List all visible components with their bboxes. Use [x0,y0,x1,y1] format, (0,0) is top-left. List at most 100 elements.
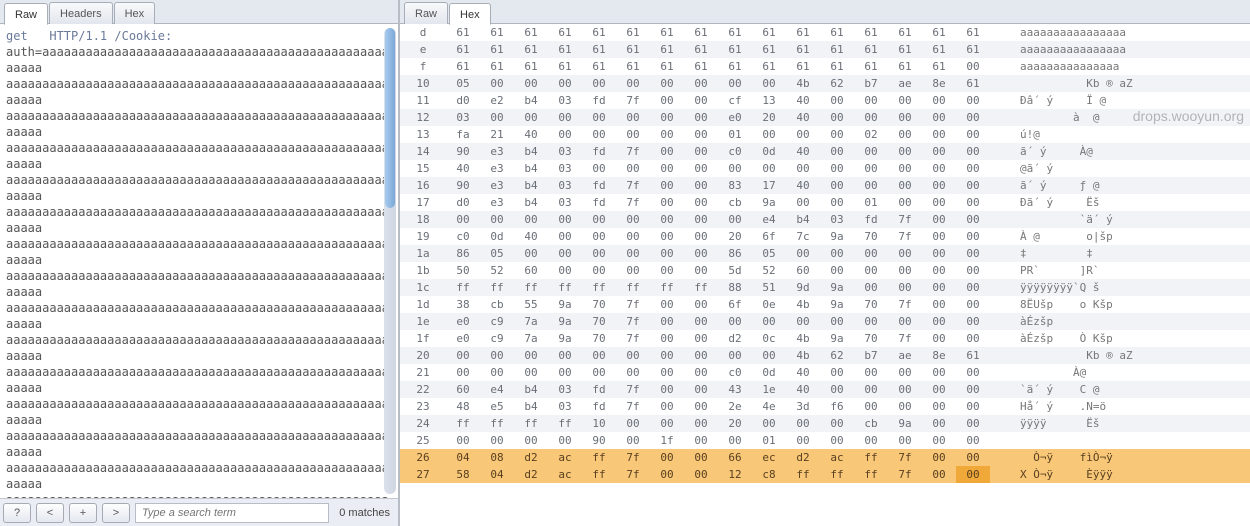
hex-row[interactable]: 1540e3b403000000000000000000000000@ã´ ý [400,160,1250,177]
hex-byte: 00 [718,313,752,330]
hex-offset: 11 [400,92,446,109]
hex-ascii: ‡ ‡ [990,245,1250,262]
hex-row[interactable]: 1d38cb559a707f00006f0e4b9a707f00008ËUšp … [400,296,1250,313]
hex-row[interactable]: 1b50526000000000005d52600000000000PR` ]R… [400,262,1250,279]
hex-byte: 70 [582,330,616,347]
hex-row[interactable]: e61616161616161616161616161616161aaaaaaa… [400,41,1250,58]
hex-row[interactable]: 1fe0c97a9a707f0000d20c4b9a707f0000àÉzšp … [400,330,1250,347]
hex-byte: 00 [684,143,718,160]
hex-byte: 00 [922,92,956,109]
hex-bytes: 61616161616161616161616161616161 [446,41,990,58]
help-button[interactable]: ? [3,503,31,523]
hex-row[interactable]: 210000000000000000c00d400000000000 À@ [400,364,1250,381]
hex-offset: 10 [400,75,446,92]
hex-row[interactable]: 1a86050000000000008605000000000000‡ ‡ [400,245,1250,262]
hex-row[interactable]: f61616161616161616161616161616100aaaaaaa… [400,58,1250,75]
hex-offset: 1b [400,262,446,279]
hex-byte: ff [582,449,616,466]
hex-byte: d2 [514,449,548,466]
search-input[interactable] [135,503,329,523]
hex-byte: 03 [548,143,582,160]
hex-byte: 05 [752,245,786,262]
hex-byte: 00 [820,109,854,126]
next-button[interactable]: + [69,503,97,523]
hex-byte: 00 [480,109,514,126]
hex-byte: 61 [582,41,616,58]
hex-byte: 00 [888,313,922,330]
hex-byte: 00 [922,228,956,245]
hex-ascii: àÉzšp [990,313,1250,330]
hex-byte: 00 [922,177,956,194]
tab-hex[interactable]: Hex [449,3,491,25]
hex-row[interactable]: 250000000090001f000001000000000000 [400,432,1250,449]
hex-byte: 00 [650,364,684,381]
hex-byte: 00 [888,92,922,109]
hex-byte: 61 [514,24,548,41]
hex-byte: 00 [956,466,990,483]
hex-row[interactable]: 17d0e3b403fd7f0000cb9a000001000000Ðã´ ý … [400,194,1250,211]
hex-bytes: 000000000000000000e4b403fd7f0000 [446,211,990,228]
hex-byte: 61 [922,41,956,58]
hex-byte: 61 [854,41,888,58]
prev-button[interactable]: < [36,503,64,523]
hex-row[interactable]: 1690e3b403fd7f00008317400000000000ã´ ý ƒ… [400,177,1250,194]
tab-hex[interactable]: Hex [114,2,156,24]
hex-offset: 17 [400,194,446,211]
more-button[interactable]: > [102,503,130,523]
hex-byte: ff [514,279,548,296]
hex-byte: 00 [650,449,684,466]
tab-headers[interactable]: Headers [49,2,113,24]
hex-row[interactable]: 24ffffffff1000000020000000cb9a0000ÿÿÿÿ Ë… [400,415,1250,432]
hex-byte: 61 [718,58,752,75]
hex-row[interactable]: 1ee0c97a9a707f00000000000000000000àÉzšp [400,313,1250,330]
hex-ascii: àÉzšp Ò Kšp [990,330,1250,347]
tab-raw[interactable]: Raw [404,2,448,24]
hex-byte: 00 [684,347,718,364]
hex-byte: 01 [752,432,786,449]
hex-offset: 27 [400,466,446,483]
hex-byte: 00 [650,330,684,347]
hex-row[interactable]: 10050000000000000000004b62b7ae8e61 Kb ® … [400,75,1250,92]
hex-byte: 00 [956,279,990,296]
scrollbar[interactable] [384,28,396,494]
tab-raw[interactable]: Raw [4,3,48,25]
hex-byte: 70 [582,296,616,313]
hex-byte: 00 [956,262,990,279]
hex-byte: 58 [446,466,480,483]
hex-byte: 61 [446,41,480,58]
hex-byte: 00 [854,143,888,160]
hex-byte: 00 [854,398,888,415]
hex-byte: 00 [956,92,990,109]
hex-byte: 00 [650,126,684,143]
hex-byte: 61 [956,75,990,92]
hex-byte: 00 [582,211,616,228]
hex-byte: b4 [514,92,548,109]
hex-byte: 20 [718,415,752,432]
hex-row[interactable]: d61616161616161616161616161616161aaaaaaa… [400,24,1250,41]
hex-row[interactable]: 20000000000000000000004b62b7ae8e61 Kb ® … [400,347,1250,364]
hex-row[interactable]: 11d0e2b403fd7f0000cf13400000000000Ðâ´ ý … [400,92,1250,109]
hex-ascii: aaaaaaaaaaaaaaaa [990,24,1250,41]
hex-offset: 18 [400,211,446,228]
hex-byte: 4b [786,75,820,92]
hex-row[interactable]: 275804d2acff7f000012c8ffffff7f0000X Ò¬ÿ … [400,466,1250,483]
hex-row[interactable]: 18000000000000000000e4b403fd7f0000 `ä´ ý [400,211,1250,228]
hex-byte: 61 [548,58,582,75]
hex-byte: 43 [718,381,752,398]
hex-byte: 00 [922,279,956,296]
hex-row[interactable]: 260408d2acff7f000066ecd2acff7f0000 Ò¬ÿ f… [400,449,1250,466]
hex-row[interactable]: 1490e3b403fd7f0000c00d400000000000ã´ ý À… [400,143,1250,160]
hex-row[interactable]: 2348e5b403fd7f00002e4e3df600000000Hå´ ý … [400,398,1250,415]
hex-byte: 00 [582,262,616,279]
hex-byte: 7f [616,177,650,194]
hex-byte: cb [480,296,514,313]
hex-row[interactable]: 19c00d400000000000206f7c9a707f0000À @ o|… [400,228,1250,245]
hex-row[interactable]: 13fa214000000000000100000002000000ú!@ [400,126,1250,143]
hex-row[interactable]: 1cffffffffffffffff88519d9a00000000ÿÿÿÿÿÿ… [400,279,1250,296]
hex-row[interactable]: 2260e4b403fd7f0000431e400000000000`ä´ ý … [400,381,1250,398]
hex-byte: 00 [922,245,956,262]
hex-byte: 00 [752,347,786,364]
hex-row[interactable]: 120300000000000000e020400000000000 à @ [400,109,1250,126]
hex-byte: 00 [650,398,684,415]
hex-byte: 5d [718,262,752,279]
